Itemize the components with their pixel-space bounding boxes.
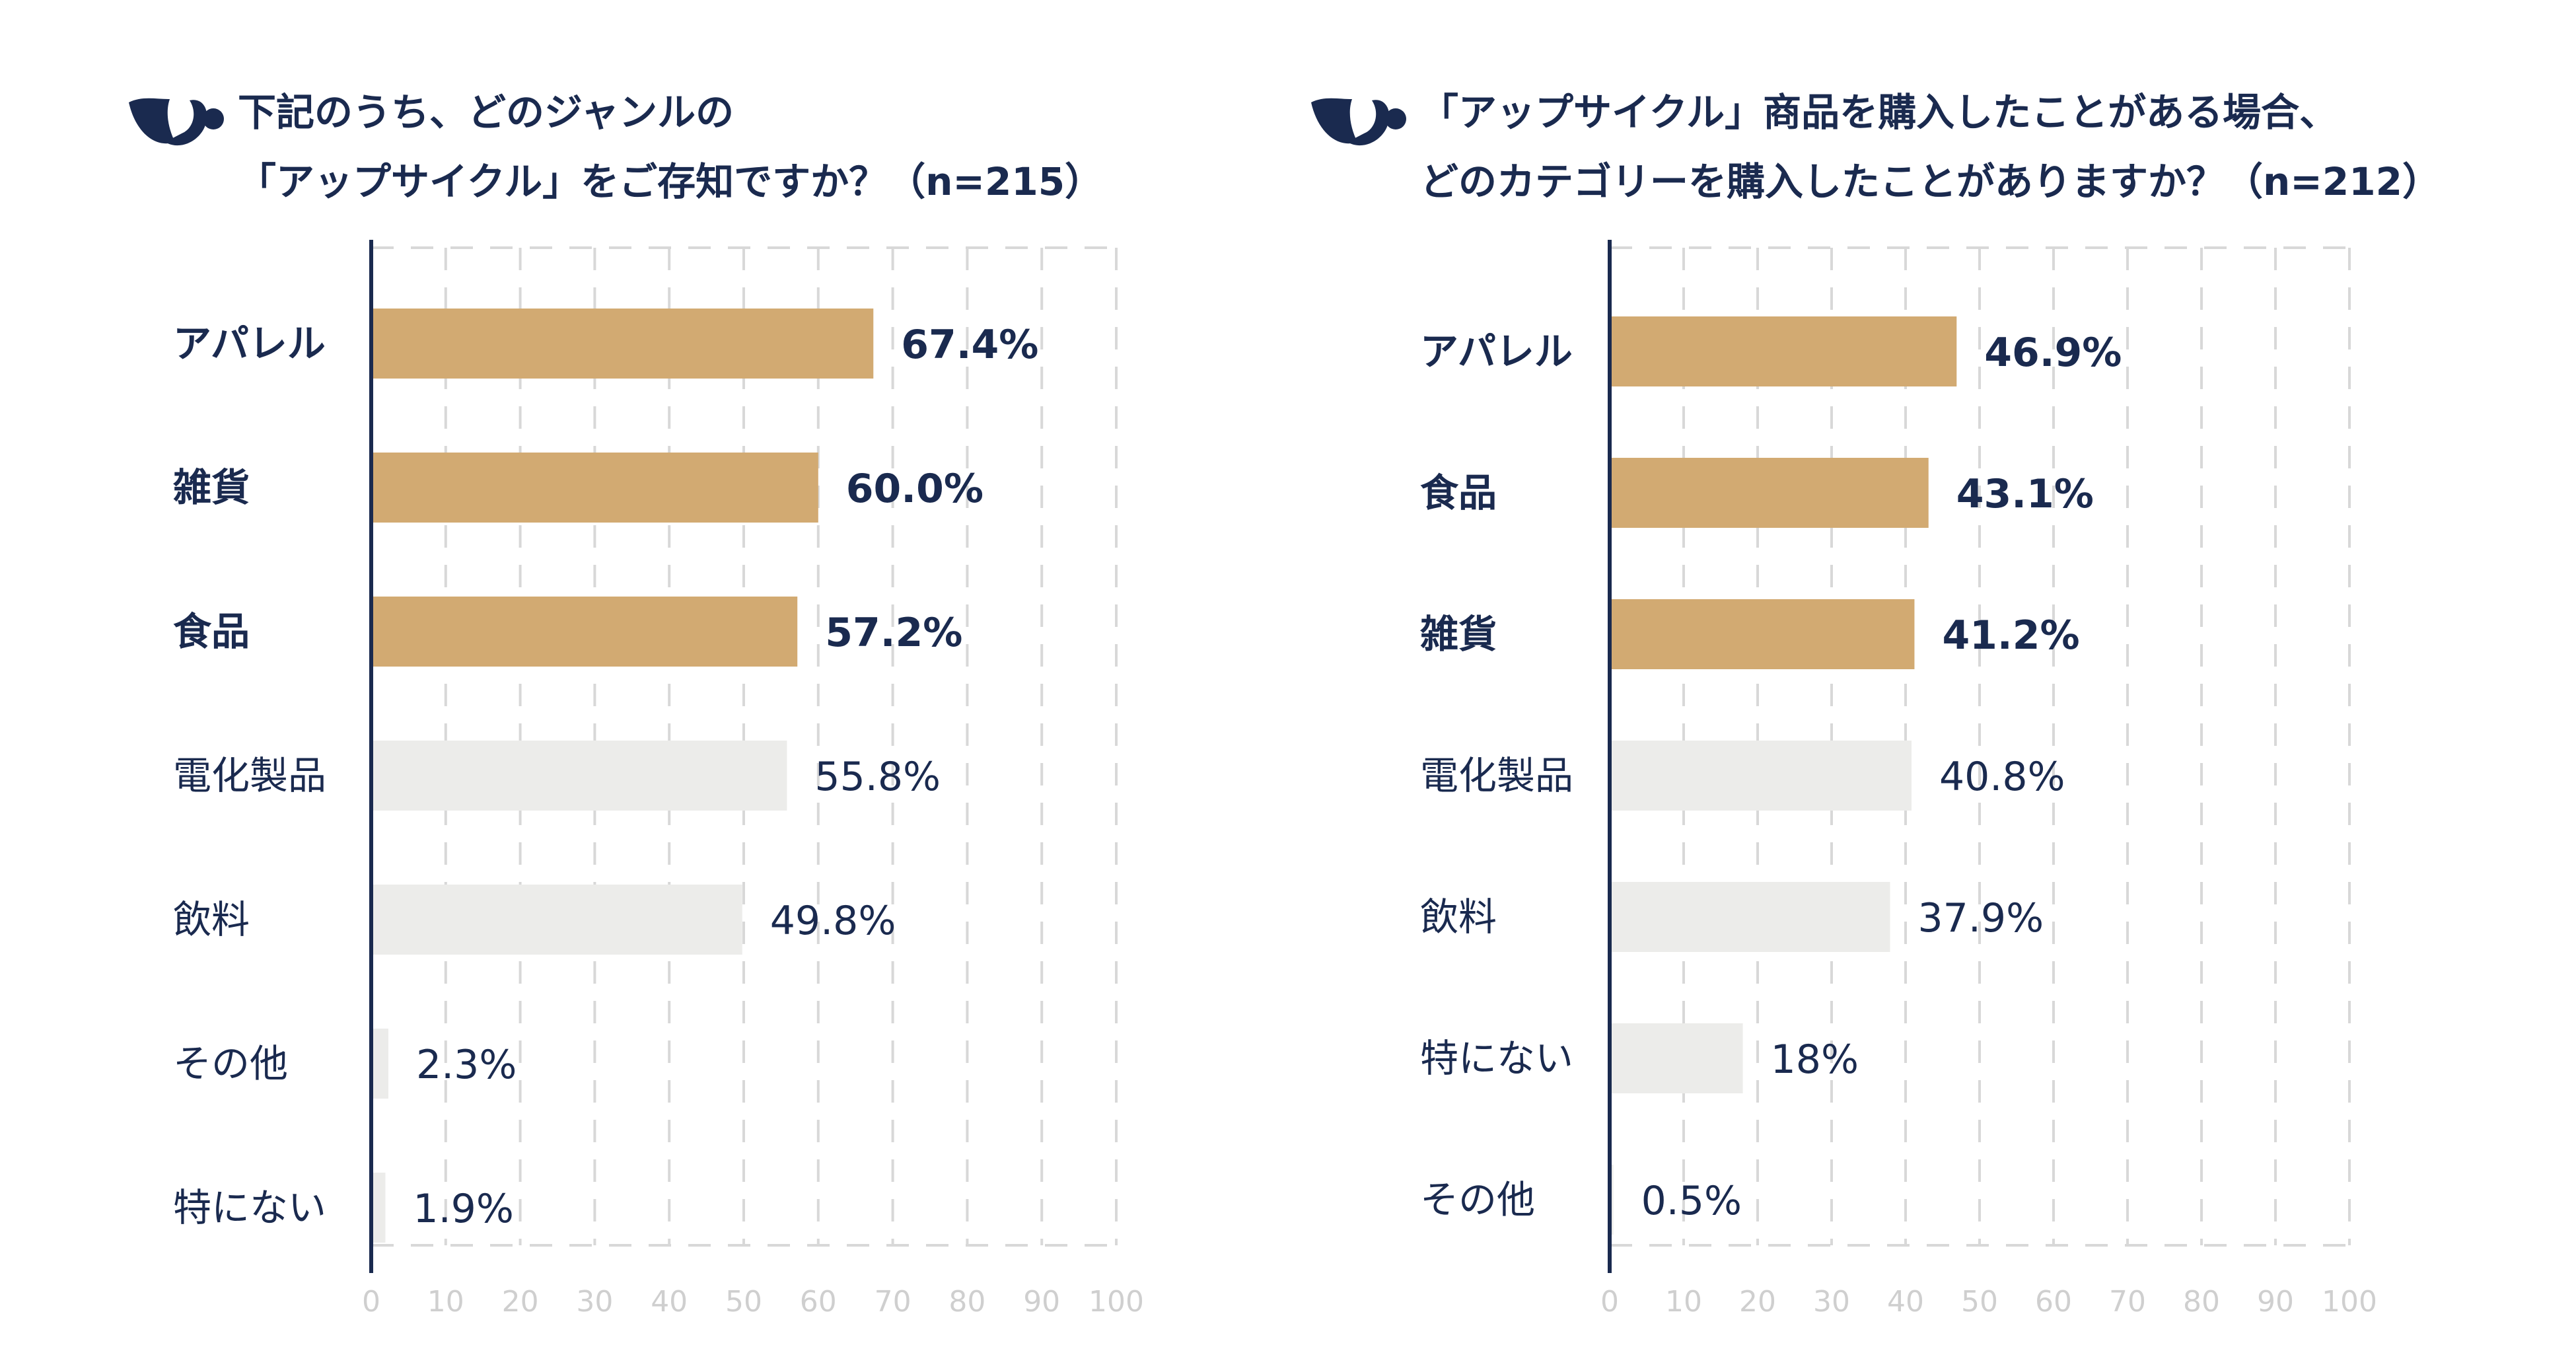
value-label: 57.2%	[825, 610, 962, 656]
bar-2	[371, 597, 798, 667]
category-label: 特にない	[1420, 1036, 1573, 1081]
bar-3	[371, 741, 787, 811]
x-tick-label: 0	[1600, 1285, 1619, 1319]
category-label: その他	[173, 1041, 288, 1086]
bar-1	[1610, 458, 1929, 528]
x-tick-label: 20	[502, 1285, 539, 1319]
category-label: アパレル	[173, 321, 326, 366]
x-tick-label: 40	[1887, 1285, 1924, 1319]
bar-4	[371, 885, 742, 955]
value-label: 18%	[1771, 1037, 1859, 1083]
x-tick-label: 80	[2183, 1285, 2220, 1319]
chart-title-line-2: どのカテゴリーを購入したことがありますか？（n=212）	[1420, 159, 2441, 204]
category-label: その他	[1420, 1177, 1535, 1222]
x-tick-label: 50	[725, 1285, 762, 1319]
x-tick-label: 30	[1813, 1285, 1850, 1319]
x-tick-label: 50	[1961, 1285, 1998, 1319]
category-label: 雑貨	[1419, 612, 1497, 657]
bar-0	[1610, 316, 1957, 386]
value-label: 0.5%	[1641, 1178, 1742, 1224]
x-tick-label: 40	[651, 1285, 688, 1319]
category-label: 飲料	[1420, 894, 1497, 939]
x-tick-label: 60	[800, 1285, 837, 1319]
x-tick-label: 0	[362, 1285, 380, 1319]
bar-1	[371, 453, 818, 523]
value-label: 46.9%	[1984, 330, 2122, 376]
category-label: 電化製品	[1420, 753, 1573, 798]
value-label: 1.9%	[413, 1186, 513, 1232]
value-label: 41.2%	[1942, 612, 2079, 659]
chart-title-line-2: 「アップサイクル」をご存知ですか？（n=215）	[238, 159, 1103, 204]
category-label: 電化製品	[173, 753, 326, 798]
x-tick-label: 90	[1023, 1285, 1060, 1319]
chart-title-line-1: 「アップサイクル」商品を購入したことがある場合、	[1420, 90, 2338, 135]
value-label: 37.9%	[1917, 895, 2044, 941]
value-label: 55.8%	[814, 754, 941, 800]
bar-3	[1610, 741, 1912, 811]
value-label: 67.4%	[901, 322, 1038, 368]
x-tick-label: 90	[2257, 1285, 2294, 1319]
brand-logo-icon	[129, 98, 224, 146]
category-label: 雑貨	[172, 465, 250, 510]
brand-logo-icon	[1311, 98, 1406, 146]
x-tick-label: 30	[576, 1285, 613, 1319]
bar-2	[1610, 599, 1915, 669]
chart-purchase: 「アップサイクル」商品を購入したことがある場合、 どのカテゴリーを購入したことが…	[1311, 90, 2441, 1319]
value-label: 40.8%	[1939, 754, 2065, 800]
chart-awareness: 下記のうち、どのジャンルの 「アップサイクル」をご存知ですか？（n=215） ア…	[129, 90, 1144, 1319]
x-tick-label: 10	[1665, 1285, 1702, 1319]
x-tick-label: 70	[875, 1285, 912, 1319]
x-tick-label: 20	[1739, 1285, 1776, 1319]
category-label: 食品	[173, 609, 250, 654]
category-label: 飲料	[173, 897, 250, 942]
category-label: 特にない	[173, 1185, 326, 1230]
bar-5	[1610, 1023, 1743, 1093]
x-tick-label: 10	[427, 1285, 464, 1319]
value-label: 60.0%	[846, 466, 984, 512]
x-tick-label: 100	[2322, 1285, 2377, 1319]
category-label: アパレル	[1420, 329, 1573, 374]
x-tick-label: 100	[1089, 1285, 1144, 1319]
bar-4	[1610, 882, 1890, 952]
bar-6	[371, 1173, 386, 1243]
value-label: 2.3%	[416, 1042, 517, 1088]
x-tick-label: 60	[2035, 1285, 2072, 1319]
bar-5	[371, 1029, 388, 1099]
bar-0	[371, 309, 874, 379]
x-tick-label: 80	[948, 1285, 985, 1319]
x-tick-label: 70	[2109, 1285, 2146, 1319]
chart-title-line-1: 下記のうち、どのジャンルの	[238, 90, 734, 135]
category-label: 食品	[1420, 470, 1497, 515]
value-label: 49.8%	[770, 898, 896, 944]
value-label: 43.1%	[1956, 471, 2094, 517]
